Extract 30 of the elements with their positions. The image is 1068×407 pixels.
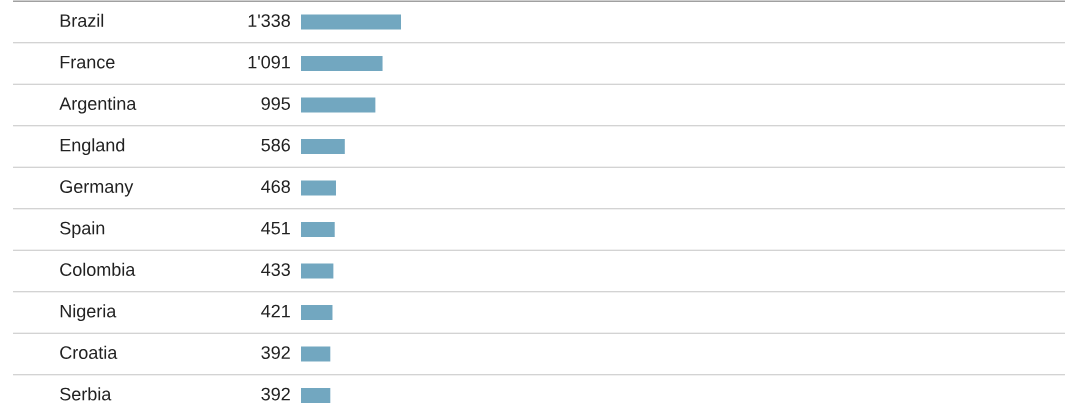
y-tick-label: Nigeria xyxy=(60,304,117,322)
data-label: 421 xyxy=(261,304,290,318)
y-tick-label: Germany xyxy=(60,180,134,197)
bar xyxy=(301,305,333,320)
bar xyxy=(301,97,376,113)
data-label: 451 xyxy=(261,221,290,235)
data-label: 1'338 xyxy=(248,14,290,27)
bar xyxy=(301,263,334,279)
bar xyxy=(301,139,345,154)
bar xyxy=(301,14,402,30)
y-tick-label: Colombia xyxy=(60,262,136,276)
bar xyxy=(301,387,331,403)
data-label: 995 xyxy=(261,97,290,110)
y-tick-label: England xyxy=(60,138,125,156)
y-tick-label: Spain xyxy=(60,221,105,239)
data-label: 586 xyxy=(261,138,290,152)
y-tick-label: Croatia xyxy=(60,345,118,359)
bar xyxy=(301,222,335,237)
y-tick-label: France xyxy=(60,55,115,69)
data-label: 1'091 xyxy=(248,55,290,69)
y-tick-label: Serbia xyxy=(60,387,112,401)
y-tick-label: Brazil xyxy=(60,13,104,27)
data-label: 433 xyxy=(261,263,290,276)
bar xyxy=(301,346,331,362)
data-label: 468 xyxy=(261,180,290,193)
bar xyxy=(301,56,383,71)
bar xyxy=(301,180,336,196)
y-tick-label: Argentina xyxy=(59,96,137,114)
data-label: 392 xyxy=(261,387,290,401)
data-label: 392 xyxy=(261,346,290,359)
